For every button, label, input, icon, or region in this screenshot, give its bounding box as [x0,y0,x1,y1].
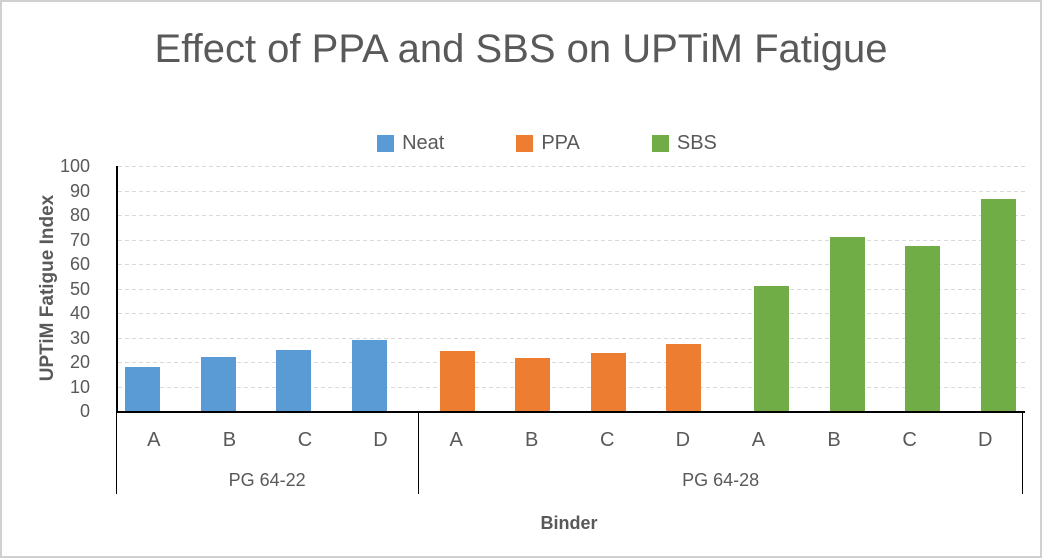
y-tick-label-0: 0 [79,401,90,421]
x-group-separator [1022,411,1023,494]
legend-item-sbs[interactable]: SBS [651,132,717,155]
bar-ppa-c[interactable] [590,353,626,411]
bar-sbs-a[interactable] [753,286,789,411]
bar-ppa-d[interactable] [666,343,702,411]
y-tick-label-90: 90 [69,180,90,201]
y-tick-label-20: 20 [69,352,90,372]
x-category-label-6: C [600,429,615,451]
legend-label: PPA [541,132,580,154]
legend-label: SBS [676,132,717,154]
bar-neat-d[interactable] [352,339,388,411]
bar-sbs-d[interactable] [980,199,1016,411]
y-axis-tick-labels: 0 10 20 30 40 50 60 70 80 90 100 [2,157,106,420]
bar-ppa-a[interactable] [439,350,475,411]
legend-label: Neat [402,132,445,154]
legend-item-neat[interactable]: Neat [377,132,444,155]
x-category-label-0: A [147,429,161,451]
legend: Neat PPA SBS [2,132,1040,155]
gridline-y-10 [118,386,1025,388]
gridline-y-40 [118,313,1025,314]
bar-ppa-b[interactable] [515,358,551,411]
x-category-label-7: D [675,429,691,451]
x-category-label-9: B [827,429,841,451]
x-group-label-0: PG 64-22 [228,470,306,490]
legend-swatch-sbs [651,135,669,152]
gridline-y-70 [118,239,1025,241]
gridline-y-50 [118,288,1025,290]
bar-neat-c[interactable] [276,349,312,411]
gridline-y-60 [118,264,1025,265]
x-group-separator [116,411,117,494]
x-category-label-10: C [902,429,917,451]
x-category-label-2: C [297,429,313,451]
bar-sbs-c[interactable] [905,245,941,411]
y-tick-label-30: 30 [69,327,90,348]
y-tick-label-60: 60 [69,254,90,274]
y-tick-label-40: 40 [69,303,90,323]
gridline-y-80 [118,215,1025,216]
gridline-y-30 [118,337,1025,339]
x-category-label-5: B [525,429,539,451]
chart-title: Effect of PPA and SBS on UPTiM Fatigue [154,27,888,71]
gridline-y-100 [118,166,1025,167]
legend-swatch-ppa [516,135,534,152]
x-category-label-11: D [977,429,993,451]
x-axis-title: Binder [540,513,598,533]
x-category-label-1: B [222,429,237,451]
y-tick-label-10: 10 [69,376,90,397]
legend-item-ppa[interactable]: PPA [516,132,580,155]
y-tick-label-100: 100 [59,156,90,176]
bar-sbs-b[interactable] [829,237,865,411]
x-group-separator [418,411,420,494]
x-group-label-1: PG 64-28 [682,470,760,490]
y-tick-label-80: 80 [69,205,90,225]
bar-neat-a[interactable] [125,366,161,411]
gridline-y-20 [118,362,1025,363]
x-category-label-8: A [751,429,766,451]
legend-swatch-neat [377,135,395,152]
gridline-y-90 [118,190,1025,192]
x-category-label-4: A [449,429,463,451]
y-tick-label-70: 70 [69,229,90,250]
x-category-label-3: D [373,429,388,451]
y-tick-label-50: 50 [69,278,90,299]
bar-neat-b[interactable] [200,357,236,411]
plot-area[interactable] [116,166,1025,413]
